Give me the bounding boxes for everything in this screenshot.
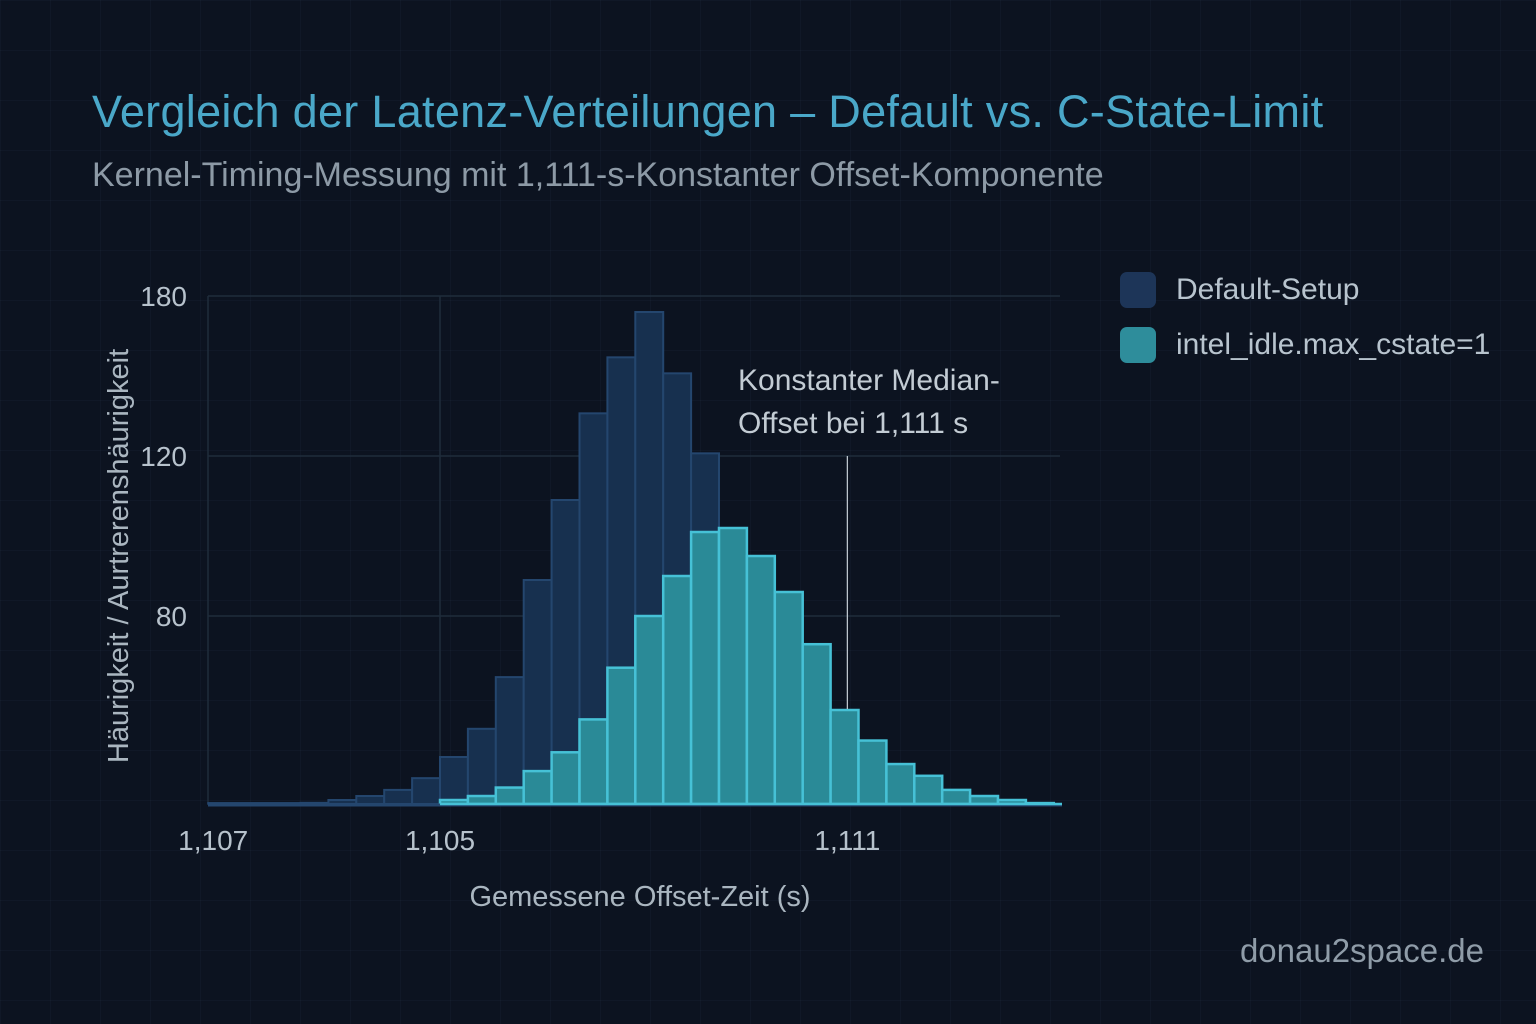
bar-default-setup: [411, 777, 442, 806]
x-tick-label: 1,107: [178, 825, 248, 856]
bar-default-setup: [355, 795, 386, 806]
x-axis-title: Gemessene Offset-Zeit (s): [469, 881, 810, 913]
legend-item-default-setup[interactable]: Default-Setup: [1120, 262, 1490, 317]
annotation-text-line-1: Konstanter Median-: [738, 364, 1000, 397]
bar-default-setup: [383, 788, 414, 806]
bar-cstate-limit: [745, 554, 777, 806]
watermark: donau2space.de: [1239, 932, 1484, 969]
bar-cstate-limit: [773, 590, 804, 806]
bar-cstate-limit: [634, 614, 665, 806]
bar-cstate-limit: [606, 666, 637, 806]
bar-cstate-limit: [578, 718, 609, 806]
bar-cstate-limit: [885, 762, 916, 806]
y-tick-label: 180: [140, 281, 187, 312]
x-tick-label: 1,111: [814, 825, 880, 856]
series-intel-idle-max-cstate-1: [438, 526, 1056, 806]
bar-default-setup: [494, 676, 525, 805]
bar-cstate-limit: [940, 788, 972, 806]
bar-cstate-limit: [717, 526, 749, 806]
y-tick-label: 80: [156, 601, 187, 632]
bar-cstate-limit: [801, 642, 832, 806]
legend-item-cstate[interactable]: intel_idle.max_cstate=1: [1120, 317, 1490, 372]
bar-cstate-limit: [661, 574, 693, 806]
bar-default-setup: [466, 727, 497, 805]
chart-subtitle: Kernel-Timing-Messung mit 1,111-s-Konsta…: [92, 156, 1104, 194]
bar-cstate-limit: [522, 769, 553, 806]
bar-cstate-limit: [857, 739, 888, 806]
legend-swatch-default: [1120, 271, 1156, 308]
bar-default-setup: [327, 799, 358, 806]
annotation-layer: Konstanter Median- Offset bei 1,111 s: [738, 364, 1000, 709]
legend-label: intel_idle.max_cstate=1: [1176, 327, 1491, 361]
x-tick-labels: 1,107 1,105 1,111: [178, 825, 880, 856]
y-tick-labels: 80 120 180: [140, 281, 187, 632]
legend-swatch-cstate: [1120, 326, 1156, 363]
bar-cstate-limit: [689, 530, 721, 806]
legend-label: Default-Setup: [1176, 272, 1360, 306]
bar-default-setup: [439, 756, 469, 805]
x-tick-label: 1,105: [405, 825, 475, 856]
bar-cstate-limit: [913, 774, 944, 806]
chart-title: Vergleich der Latenz-Verteilungen – Defa…: [92, 86, 1324, 137]
bar-cstate-limit: [494, 786, 525, 806]
y-tick-label: 120: [140, 441, 187, 472]
annotation-text-line-2: Offset bei 1,111 s: [738, 407, 968, 440]
grid-layer: [207, 295, 1060, 804]
y-axis-title: Häurigkeit / Aurtrerenshäurigkeit: [103, 349, 135, 763]
axis-layer: [208, 802, 1062, 807]
legend: Default-Setup intel_idle.max_cstate=1: [1120, 262, 1490, 372]
bar-cstate-limit: [550, 751, 581, 806]
bar-cstate-limit: [829, 708, 860, 806]
